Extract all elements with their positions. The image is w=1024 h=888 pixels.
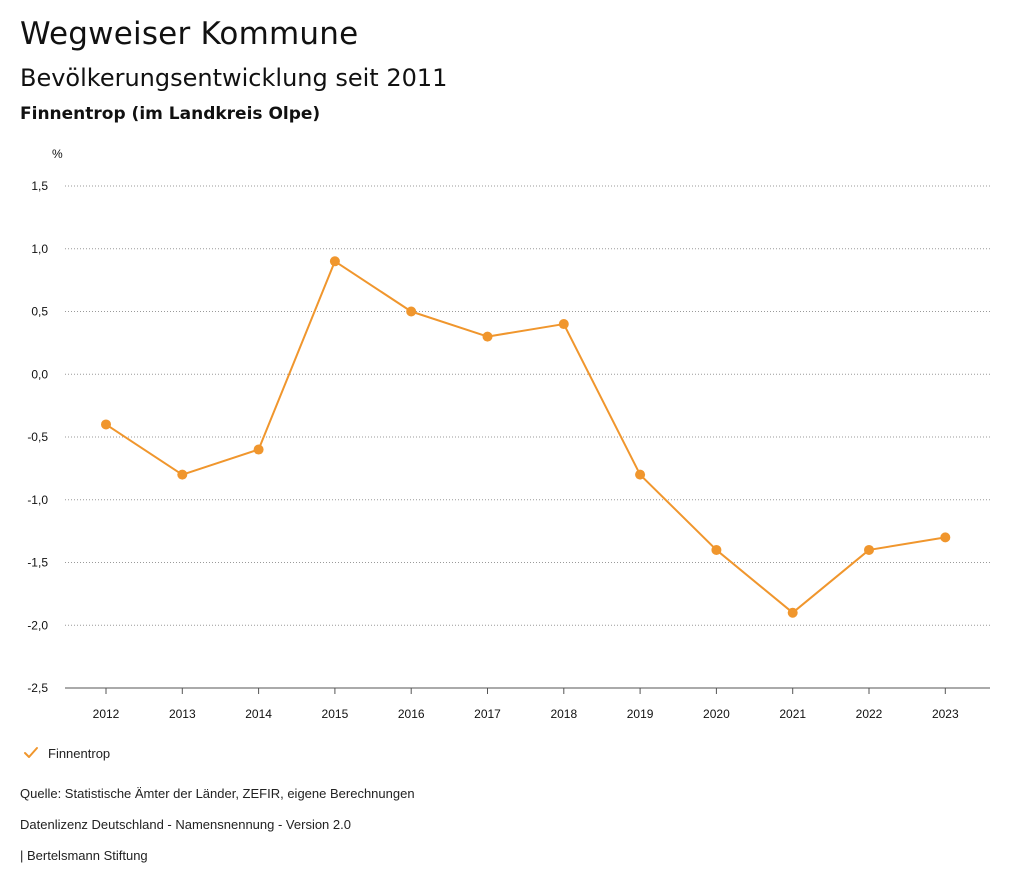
data-point xyxy=(635,469,646,480)
data-point xyxy=(787,607,798,618)
line-chart: 1,51,00,50,0-0,5-1,0-1,5-2,0-2,5 2012 201… xyxy=(27,147,990,721)
x-tick-label: 2017 xyxy=(474,707,501,721)
y-tick-label: -2,0 xyxy=(27,618,48,632)
legend-label-finnentrop: Finnentrop xyxy=(48,745,111,761)
x-tick-label: 2018 xyxy=(550,707,577,721)
x-tick-label: 2012 xyxy=(93,707,120,721)
data-point xyxy=(558,319,569,330)
series-line-finnentrop xyxy=(105,260,946,614)
y-tick-label: -2,5 xyxy=(27,681,48,695)
data-point xyxy=(940,532,951,543)
y-tick-label: 1,5 xyxy=(31,179,48,193)
x-tick-label: 2020 xyxy=(703,707,730,721)
x-tick-label: 2019 xyxy=(627,707,654,721)
y-axis-ticks: 1,5 1,0 0,5 0,0 -0,5 -1,0 -1,5 -2,0 -2,5 xyxy=(27,179,48,695)
y-axis-unit: % xyxy=(52,147,63,161)
x-tick-label: 2014 xyxy=(245,707,272,721)
y-tick-label: 1,0 xyxy=(31,242,48,256)
y-tick-label: -1,5 xyxy=(27,556,48,570)
y-tick-label: 0,5 xyxy=(31,305,48,319)
x-tick-label: 2013 xyxy=(169,707,196,721)
chart-subtitle: Bevölkerungsentwicklung seit 2011 xyxy=(20,64,448,92)
x-tick-label: 2016 xyxy=(398,707,425,721)
y-tick-label: 0,0 xyxy=(31,367,48,381)
data-point xyxy=(101,419,111,430)
x-tick-label: 2022 xyxy=(856,707,883,721)
publisher-note: | Bertelsmann Stiftung xyxy=(20,848,148,863)
source-note: Quelle: Statistische Ämter der Länder, Z… xyxy=(20,786,415,801)
data-point xyxy=(864,544,874,555)
x-tick-label: 2015 xyxy=(322,707,349,721)
y-tick-label: -1,0 xyxy=(27,493,48,507)
y-tick-label: -0,5 xyxy=(27,430,48,444)
legend[interactable]: Finnentrop xyxy=(22,744,110,762)
series-group xyxy=(101,256,951,618)
data-point xyxy=(177,469,188,480)
data-point xyxy=(253,444,264,455)
license-note: Datenlizenz Deutschland - Namensnennung … xyxy=(20,817,351,832)
page-title: Wegweiser Kommune xyxy=(20,16,359,52)
check-icon xyxy=(24,747,38,758)
x-tick-label: 2021 xyxy=(779,707,806,721)
data-point xyxy=(329,256,340,267)
data-point xyxy=(711,544,722,555)
x-tick-label: 2023 xyxy=(932,707,959,721)
grid-lines xyxy=(65,185,990,689)
data-point xyxy=(482,331,493,342)
region-label: Finnentrop (im Landkreis Olpe) xyxy=(20,104,321,124)
data-point xyxy=(406,306,417,317)
x-axis-ticks: 2012 2013 2014 2015 2016 2017 2018 2019 2020 2021… xyxy=(93,688,959,721)
